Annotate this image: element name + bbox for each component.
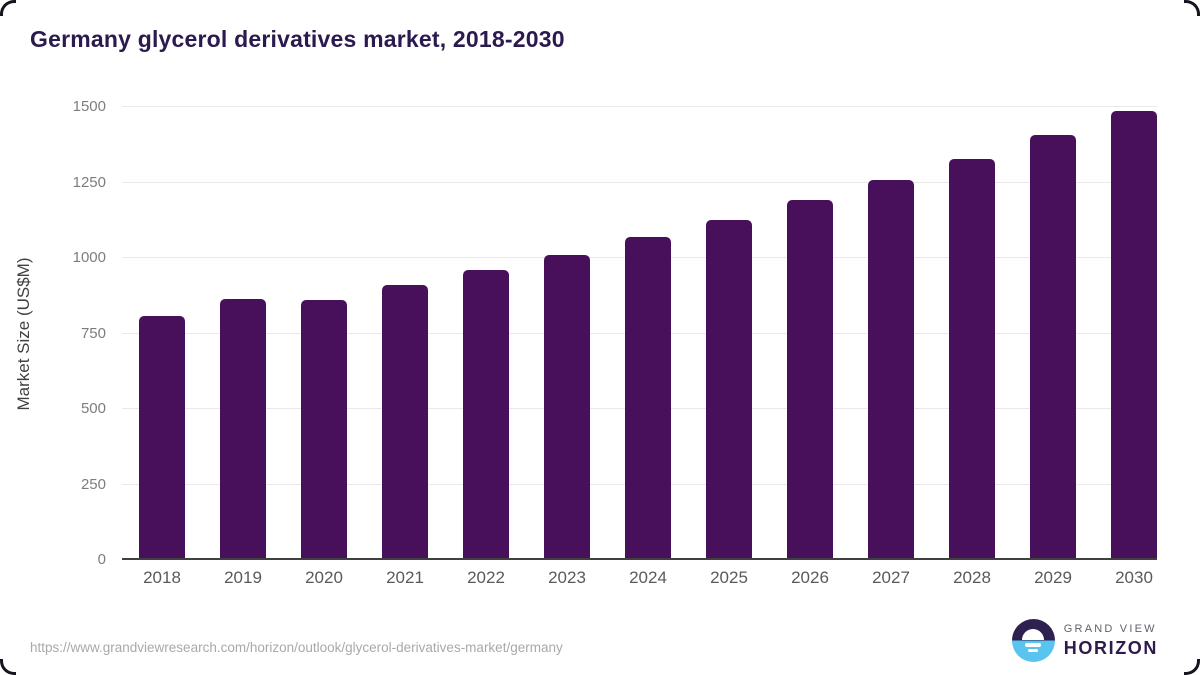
- bar-2020: [301, 300, 347, 559]
- bar-2028: [949, 159, 995, 559]
- x-tick-label-2027: 2027: [872, 568, 910, 587]
- x-tick-label-2025: 2025: [710, 568, 748, 587]
- card-corner: [0, 0, 16, 16]
- bar-2019: [220, 299, 266, 559]
- logo-product-name: HORIZON: [1063, 638, 1158, 658]
- gridline-1250: [122, 181, 1157, 183]
- x-tick-label-2018: 2018: [143, 568, 181, 587]
- source-url[interactable]: https://www.grandviewresearch.com/horizo…: [30, 640, 563, 655]
- x-tick-label-2020: 2020: [305, 568, 343, 587]
- bar-2030: [1111, 111, 1157, 559]
- y-tick-label-250: 250: [80, 475, 106, 493]
- x-tick-label-2023: 2023: [548, 568, 586, 587]
- logo-brand-name: GRAND VIEW: [1063, 623, 1157, 635]
- y-tick-label-0: 0: [97, 551, 106, 568]
- bar-2023: [544, 255, 590, 559]
- bar-2025: [706, 220, 752, 559]
- grand-view-horizon-logo[interactable]: GRAND VIEW HORIZON: [1011, 619, 1158, 662]
- bar-2018: [139, 316, 185, 559]
- y-tick-label-1000: 1000: [72, 249, 106, 266]
- bar-2027: [868, 180, 914, 559]
- y-tick-label-1250: 1250: [72, 173, 106, 191]
- x-tick-label-2029: 2029: [1034, 568, 1072, 587]
- y-tick-label-500: 500: [80, 400, 106, 417]
- y-tick-label-1500: 1500: [72, 98, 106, 115]
- x-tick-label-2021: 2021: [386, 568, 424, 587]
- bar-2029: [1030, 135, 1076, 559]
- y-tick-label-750: 750: [80, 324, 106, 342]
- x-axis-line: [122, 558, 1157, 560]
- bar-2024: [625, 237, 671, 559]
- x-tick-label-2028: 2028: [953, 568, 991, 587]
- bar-2021: [382, 285, 428, 559]
- plot-area: [122, 106, 1157, 560]
- logo-text: GRAND VIEW HORIZON: [1063, 623, 1158, 658]
- bar-2022: [463, 270, 509, 559]
- x-tick-label-2019: 2019: [224, 568, 262, 587]
- x-tick-label-2024: 2024: [629, 568, 667, 587]
- x-tick-label-2022: 2022: [467, 568, 505, 587]
- card-corner: [1184, 0, 1200, 16]
- card-corner: [0, 659, 16, 675]
- x-tick-label-2026: 2026: [791, 568, 829, 587]
- chart-title: Germany glycerol derivatives market, 201…: [30, 26, 565, 52]
- y-axis-title: Market Size (US$M): [14, 257, 33, 411]
- x-tick-label-2030: 2030: [1115, 568, 1153, 587]
- gridline-1500: [122, 106, 1157, 107]
- card-corner: [1184, 659, 1200, 675]
- bar-2026: [787, 200, 833, 559]
- horizon-sun-icon: [1011, 619, 1055, 662]
